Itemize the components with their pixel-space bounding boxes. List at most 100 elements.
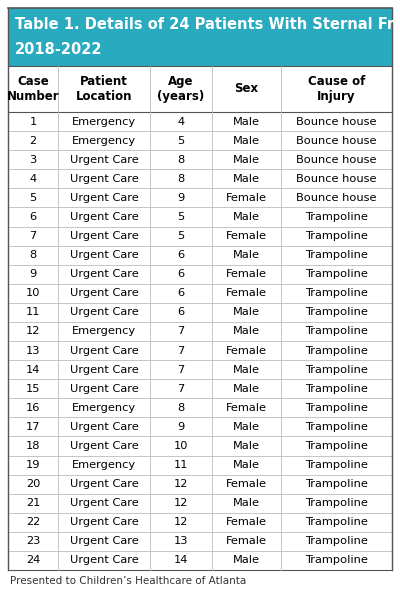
Text: Emergency: Emergency <box>72 403 136 413</box>
Text: 13: 13 <box>174 536 188 547</box>
Text: Female: Female <box>226 193 266 203</box>
Text: Urgent Care: Urgent Care <box>70 231 138 241</box>
Text: Trampoline: Trampoline <box>305 422 368 432</box>
Text: Sex: Sex <box>234 82 258 95</box>
Text: 6: 6 <box>177 307 184 317</box>
Text: Emergency: Emergency <box>72 460 136 470</box>
Bar <box>8 551 392 570</box>
Text: Trampoline: Trampoline <box>305 231 368 241</box>
Text: Urgent Care: Urgent Care <box>70 498 138 508</box>
Text: Urgent Care: Urgent Care <box>70 422 138 432</box>
Bar <box>8 188 392 208</box>
Bar <box>8 169 392 188</box>
Text: Cause of
Injury: Cause of Injury <box>308 75 365 103</box>
Text: 2018-2022: 2018-2022 <box>15 42 102 57</box>
Text: Trampoline: Trampoline <box>305 517 368 527</box>
Text: Bounce house: Bounce house <box>296 116 376 127</box>
Text: Male: Male <box>232 307 260 317</box>
Text: Male: Male <box>232 384 260 394</box>
Text: 11: 11 <box>174 460 188 470</box>
Text: Urgent Care: Urgent Care <box>70 174 138 184</box>
Text: Female: Female <box>226 231 266 241</box>
Text: Female: Female <box>226 479 266 489</box>
Text: 14: 14 <box>26 365 40 374</box>
Text: Female: Female <box>226 288 266 298</box>
Text: Urgent Care: Urgent Care <box>70 212 138 222</box>
Text: 18: 18 <box>26 441 40 451</box>
Text: 5: 5 <box>177 231 184 241</box>
Text: 8: 8 <box>177 174 184 184</box>
Text: 8: 8 <box>29 250 36 260</box>
Bar <box>8 398 392 418</box>
Text: Trampoline: Trampoline <box>305 288 368 298</box>
Text: 12: 12 <box>174 517 188 527</box>
Text: Male: Male <box>232 460 260 470</box>
Text: Male: Male <box>232 498 260 508</box>
Text: 7: 7 <box>177 365 184 374</box>
Text: Male: Male <box>232 174 260 184</box>
Bar <box>8 418 392 436</box>
Text: Male: Male <box>232 250 260 260</box>
Text: Trampoline: Trampoline <box>305 556 368 565</box>
Text: 9: 9 <box>177 422 184 432</box>
Text: Female: Female <box>226 346 266 356</box>
Text: 20: 20 <box>26 479 40 489</box>
Text: Urgent Care: Urgent Care <box>70 441 138 451</box>
Text: 7: 7 <box>177 346 184 356</box>
Text: 4: 4 <box>29 174 36 184</box>
Text: Male: Male <box>232 422 260 432</box>
Bar <box>8 513 392 532</box>
Text: Male: Male <box>232 441 260 451</box>
Bar <box>8 131 392 150</box>
Bar <box>8 455 392 475</box>
Text: 8: 8 <box>177 155 184 165</box>
Text: Female: Female <box>226 536 266 547</box>
Text: Trampoline: Trampoline <box>305 536 368 547</box>
Text: Trampoline: Trampoline <box>305 479 368 489</box>
Text: 10: 10 <box>174 441 188 451</box>
Text: Age
(years): Age (years) <box>157 75 204 103</box>
Text: 5: 5 <box>177 136 184 146</box>
Text: 23: 23 <box>26 536 40 547</box>
Bar <box>8 284 392 303</box>
Text: Trampoline: Trampoline <box>305 269 368 279</box>
Text: Emergency: Emergency <box>72 116 136 127</box>
Text: Urgent Care: Urgent Care <box>70 365 138 374</box>
Text: Urgent Care: Urgent Care <box>70 479 138 489</box>
Text: Trampoline: Trampoline <box>305 365 368 374</box>
Text: 22: 22 <box>26 517 40 527</box>
Text: Urgent Care: Urgent Care <box>70 384 138 394</box>
Text: Urgent Care: Urgent Care <box>70 193 138 203</box>
Text: Bounce house: Bounce house <box>296 155 376 165</box>
Text: Male: Male <box>232 365 260 374</box>
Text: Urgent Care: Urgent Care <box>70 288 138 298</box>
Bar <box>8 226 392 245</box>
Bar <box>8 494 392 513</box>
Text: 16: 16 <box>26 403 40 413</box>
Text: Trampoline: Trampoline <box>305 384 368 394</box>
Text: 7: 7 <box>177 384 184 394</box>
Text: Emergency: Emergency <box>72 136 136 146</box>
Text: 21: 21 <box>26 498 40 508</box>
Text: 3: 3 <box>29 155 36 165</box>
Text: Trampoline: Trampoline <box>305 307 368 317</box>
Text: 19: 19 <box>26 460 40 470</box>
Bar <box>8 112 392 131</box>
Text: 6: 6 <box>29 212 36 222</box>
Text: Urgent Care: Urgent Care <box>70 517 138 527</box>
Text: 5: 5 <box>29 193 36 203</box>
Bar <box>8 360 392 379</box>
Text: 8: 8 <box>177 403 184 413</box>
Text: Trampoline: Trampoline <box>305 250 368 260</box>
Text: 12: 12 <box>174 498 188 508</box>
Text: Trampoline: Trampoline <box>305 403 368 413</box>
Text: Urgent Care: Urgent Care <box>70 346 138 356</box>
Text: 5: 5 <box>177 212 184 222</box>
Bar <box>8 265 392 284</box>
Text: Trampoline: Trampoline <box>305 212 368 222</box>
Text: 9: 9 <box>29 269 36 279</box>
Text: 24: 24 <box>26 556 40 565</box>
Bar <box>8 475 392 494</box>
Text: Bounce house: Bounce house <box>296 193 376 203</box>
Bar <box>8 532 392 551</box>
